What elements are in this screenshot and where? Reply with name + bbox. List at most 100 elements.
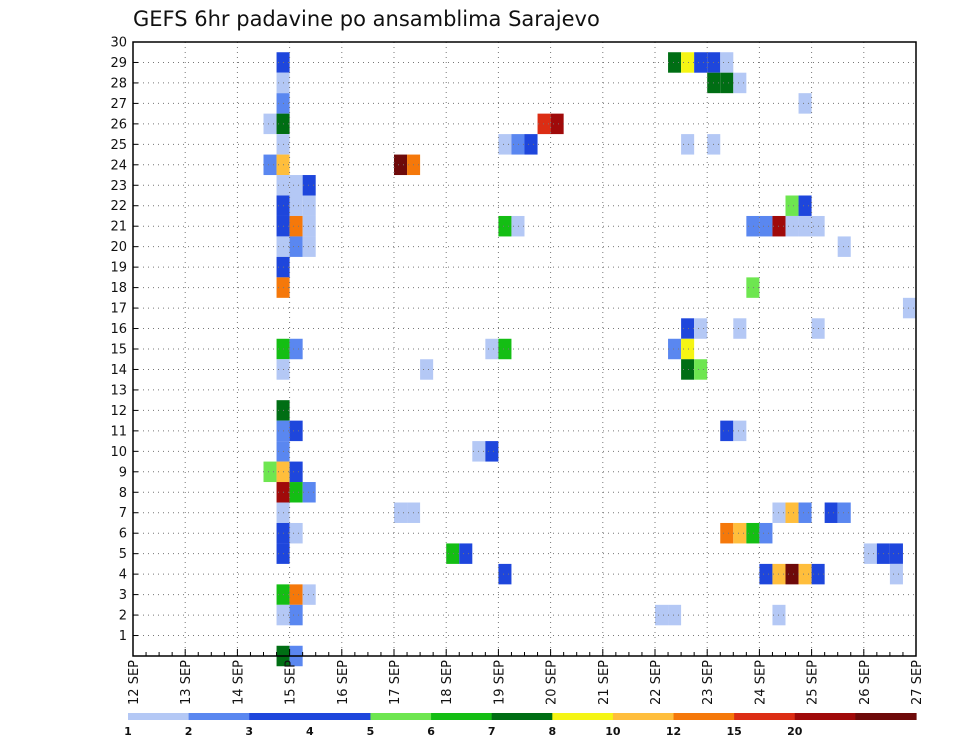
precip-cell: [733, 420, 747, 442]
y-tick-label: 23: [110, 179, 127, 194]
precip-cell: [798, 563, 812, 585]
colorbar-label: 12: [666, 725, 681, 738]
precip-cell: [681, 318, 695, 339]
precip-cell: [785, 502, 799, 523]
x-tick-label: 16 SEP: [336, 660, 351, 705]
precip-cell: [759, 522, 773, 544]
colorbar-label: 4: [306, 725, 314, 738]
precip-cell: [694, 359, 708, 380]
colorbar-label: 5: [367, 725, 375, 738]
y-tick-label: 10: [110, 445, 127, 460]
precip-cell: [289, 522, 303, 544]
precip-cell: [681, 52, 695, 73]
x-tick-label: 14 SEP: [231, 660, 246, 705]
x-tick-label: 17 SEP: [388, 660, 403, 705]
y-tick-label: 3: [119, 588, 127, 603]
y-tick-label: 25: [110, 138, 127, 153]
y-tick-label: 28: [110, 76, 127, 91]
y-tick-label: 12: [110, 404, 127, 419]
precip-cell: [655, 604, 669, 626]
precip-cell: [798, 93, 812, 114]
precip-cell: [263, 113, 277, 135]
x-axis: 12 SEP 13 SEP 14 SEP 15 SEP 16 SEP 17 SEP 18 S…: [127, 649, 925, 705]
x-tick-label: 18 SEP: [440, 660, 455, 705]
precip-cell: [902, 297, 916, 319]
y-tick-label: 9: [119, 465, 127, 480]
y-tick-label: 1: [119, 629, 127, 644]
x-tick-label: 13 SEP: [179, 660, 194, 705]
precip-cell: [785, 215, 799, 237]
precip-cell: [485, 441, 499, 462]
cells-layer: [263, 52, 916, 667]
x-tick-label: 22 SEP: [649, 660, 664, 705]
precip-cell: [524, 134, 538, 155]
precip-cell: [302, 195, 316, 216]
precip-cell: [837, 236, 851, 257]
y-axis: 1234567891011121314151617181920212223242…: [110, 36, 138, 644]
colorbar-swatch: [370, 713, 432, 720]
precip-cell: [668, 338, 682, 360]
precip-cell: [889, 543, 903, 564]
precip-cell: [302, 236, 316, 257]
precip-cell: [263, 154, 277, 176]
x-tick-label: 24 SEP: [753, 660, 768, 705]
precip-cell: [681, 134, 695, 155]
precip-cell: [498, 563, 512, 585]
precip-cell: [289, 338, 303, 360]
precip-cell: [668, 52, 682, 73]
y-tick-label: 21: [110, 220, 127, 235]
precip-cell: [289, 461, 303, 483]
precip-cell: [289, 482, 303, 503]
colorbar-label: 6: [427, 725, 435, 738]
y-tick-label: 13: [110, 383, 127, 398]
precip-cell: [289, 215, 303, 237]
colorbar-label: 15: [726, 725, 741, 738]
y-tick-label: 7: [119, 506, 127, 521]
precip-cell: [550, 113, 564, 135]
precip-cell: [498, 134, 512, 155]
precip-cell: [498, 215, 512, 237]
y-tick-label: 29: [110, 56, 127, 71]
precip-cell: [511, 134, 525, 155]
y-tick-label: 30: [110, 36, 127, 51]
y-tick-label: 19: [110, 261, 127, 276]
precip-cell: [733, 522, 747, 544]
precip-cell: [668, 604, 682, 626]
precip-cell: [889, 563, 903, 585]
x-tick-label: 27 SEP: [910, 660, 925, 705]
precip-cell: [302, 584, 316, 605]
x-tick-label: 20 SEP: [545, 660, 560, 705]
y-tick-label: 8: [119, 486, 127, 501]
x-tick-label: 19 SEP: [492, 660, 507, 705]
y-tick-label: 15: [110, 343, 127, 358]
colorbar-swatch: [552, 713, 614, 720]
y-tick-label: 24: [110, 158, 127, 173]
precip-cell: [394, 154, 408, 176]
precip-cell: [681, 338, 695, 360]
y-tick-label: 22: [110, 199, 127, 214]
precip-cell: [759, 215, 773, 237]
colorbar-label: 10: [605, 725, 621, 738]
precip-cell: [694, 318, 708, 339]
precip-cell: [746, 215, 760, 237]
precip-cell: [289, 604, 303, 626]
colorbar-swatch: [673, 713, 735, 720]
precip-cell: [785, 563, 799, 585]
precip-cell: [863, 543, 877, 564]
colorbar-swatch: [491, 713, 553, 720]
precip-cell: [302, 482, 316, 503]
colorbar-swatch: [188, 713, 250, 720]
colorbar-swatch: [249, 713, 311, 720]
precip-cell: [485, 338, 499, 360]
precip-cell: [446, 543, 460, 564]
y-tick-label: 26: [110, 117, 127, 132]
colorbar-label: 2: [185, 725, 193, 738]
colorbar-swatch: [794, 713, 856, 720]
precip-cell: [302, 215, 316, 237]
precip-cell: [720, 52, 734, 73]
precip-cell: [720, 522, 734, 544]
colorbar-swatch: [612, 713, 675, 720]
precip-cell: [289, 195, 303, 216]
precip-cell: [733, 72, 747, 94]
x-tick-label: 25 SEP: [806, 660, 821, 705]
